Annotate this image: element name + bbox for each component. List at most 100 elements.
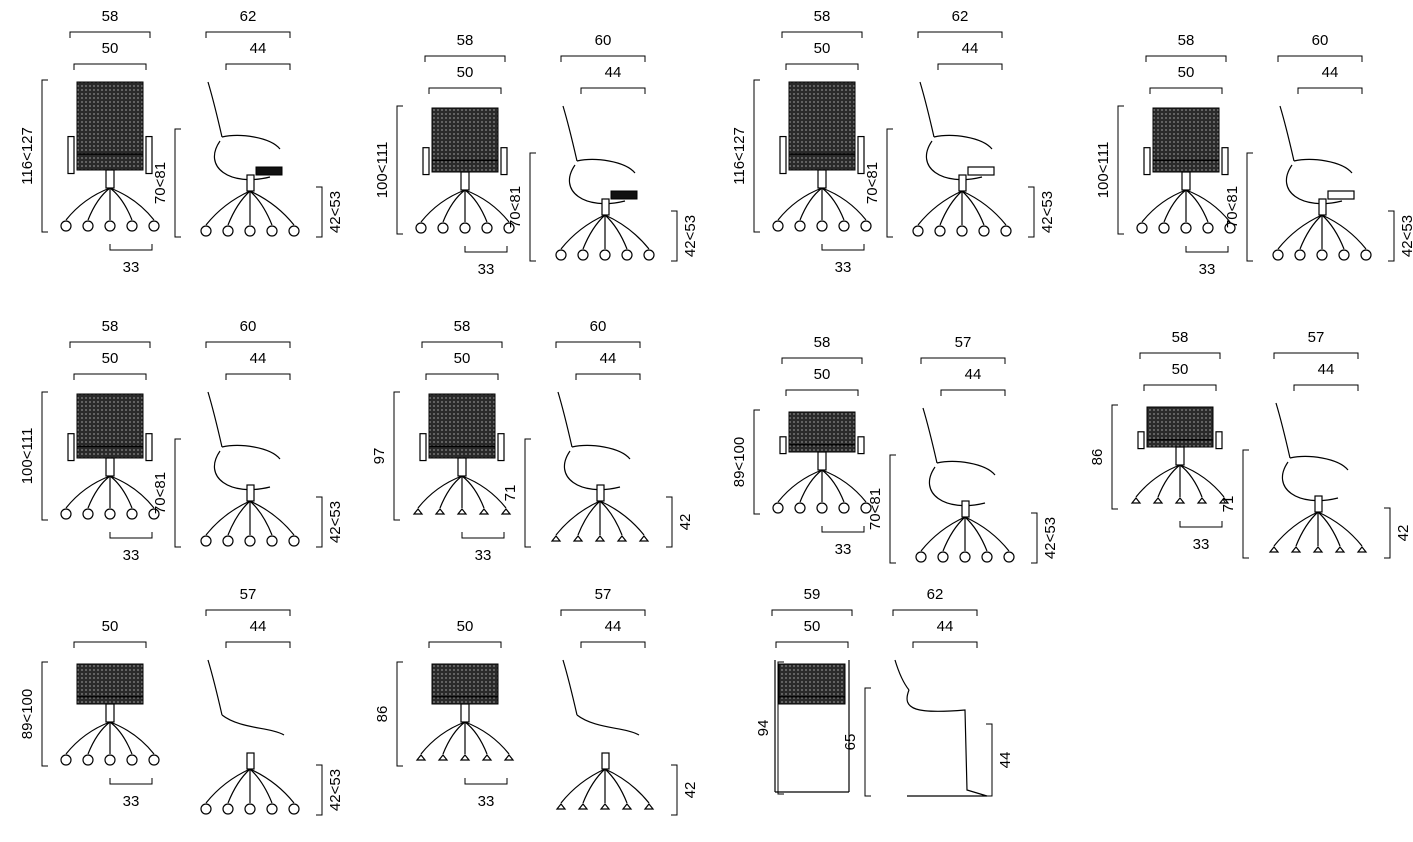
side-depth-inner-dimension-line [226, 642, 290, 648]
side-caster-wheel [960, 552, 970, 562]
front-height-dimension-label: 89<100 [19, 689, 36, 739]
side-caster-wheel [245, 536, 255, 546]
caster-wheel [839, 503, 849, 513]
side-depth-outer-dimension-line [561, 56, 645, 62]
glide-foot [480, 509, 488, 514]
front-width-outer-dimension-label: 58 [1172, 329, 1189, 346]
base-leg [110, 476, 154, 508]
gas-column [1182, 172, 1190, 190]
front-width-outer-dimension-line [422, 342, 502, 348]
side-gas-column [962, 501, 969, 517]
front-width-outer-dimension-label: 58 [1178, 32, 1195, 49]
glide-foot [1198, 498, 1206, 503]
seat-height-dimension-label: 42<53 [327, 501, 344, 543]
side-gas-column [247, 485, 254, 501]
caster-wheel [795, 503, 805, 513]
front-width-inner-dimension-label: 50 [102, 350, 119, 367]
side-glide-foot [1336, 547, 1344, 552]
side-depth-inner-dimension-label: 44 [1322, 64, 1339, 81]
backrest-mesh [1153, 108, 1219, 172]
armrest-left [423, 148, 429, 175]
armrest-height-dimension-label: 70<81 [1224, 186, 1241, 228]
glide-foot [502, 509, 510, 514]
armrest-left [1144, 148, 1150, 175]
glide-foot [436, 509, 444, 514]
side-depth-outer-dimension-line [1278, 56, 1362, 62]
seat-height-dimension-line [316, 497, 322, 547]
front-width-inner-dimension-line [426, 374, 498, 380]
armrest-height-dimension-label: 70<81 [152, 162, 169, 204]
seat-depth-dimension-line [462, 532, 504, 538]
side-caster-wheel [289, 804, 299, 814]
side-glide-foot [552, 536, 560, 541]
side-base-leg [962, 191, 1006, 225]
side-backrest [923, 408, 937, 463]
glide-foot [417, 755, 425, 760]
seat-height-dimension-line [1031, 513, 1037, 563]
side-caster-wheel [938, 552, 948, 562]
armrest-height-dimension-label: 70<81 [507, 186, 524, 228]
side-depth-inner-dimension-line [941, 390, 1005, 396]
front-width-inner-dimension-label: 50 [457, 64, 474, 81]
backrest-mesh [1147, 407, 1213, 447]
front-width-inner-dimension-label: 50 [457, 618, 474, 635]
front-view-8: 58508633 [1089, 329, 1228, 553]
glide-foot [1176, 498, 1184, 503]
seat-height-dimension-line [1388, 211, 1394, 261]
caster-wheel [438, 223, 448, 233]
side-view-10: 574442 [557, 586, 699, 815]
front-height-dimension-line [754, 410, 760, 514]
backrest-mesh [432, 664, 498, 704]
side-base-leg [1274, 512, 1318, 546]
side-gas-column [1315, 496, 1322, 512]
front-width-outer-dimension-label: 58 [814, 334, 831, 351]
side-view-6: 60447142 [502, 318, 694, 547]
front-width-outer-dimension-line [1140, 353, 1220, 359]
front-height-dimension-line [754, 80, 760, 232]
side-depth-inner-dimension-label: 44 [250, 350, 267, 367]
front-view-6: 58509733 [371, 318, 510, 564]
seat-depth-dimension-label: 33 [1193, 536, 1210, 553]
loop-armrest-frame [564, 446, 630, 490]
armrest-right [146, 434, 152, 461]
front-width-outer-dimension-label: 58 [102, 318, 119, 335]
seat-height-dimension-line [1028, 187, 1034, 237]
glide-foot [461, 755, 469, 760]
side-caster-wheel [223, 536, 233, 546]
side-caster-wheel [1004, 552, 1014, 562]
armrest-height-dimension-line [890, 455, 896, 563]
side-depth-outer-dimension-label: 57 [955, 334, 972, 351]
caster-wheel [1181, 223, 1191, 233]
side-view-4: 604470<8142<53 [1224, 32, 1413, 261]
front-width-inner-dimension-label: 50 [1178, 64, 1195, 81]
side-depth-inner-dimension-line [576, 374, 640, 380]
front-height-dimension-label: 86 [1089, 449, 1106, 466]
front-height-dimension-line [394, 392, 400, 520]
armrest-right [858, 437, 864, 454]
side-caster-wheel [223, 226, 233, 236]
front-width-inner-dimension-label: 50 [102, 618, 119, 635]
side-depth-inner-dimension-label: 44 [965, 366, 982, 383]
front-width-outer-dimension-line [1146, 56, 1226, 62]
side-view-3: 624470<8142<53 [864, 8, 1056, 237]
side-gas-column [959, 175, 966, 191]
side-caster-wheel [289, 536, 299, 546]
front-width-outer-dimension-label: 58 [457, 32, 474, 49]
side-depth-outer-dimension-label: 60 [1312, 32, 1329, 49]
side-depth-inner-dimension-label: 44 [605, 618, 622, 635]
side-glide-foot [557, 804, 565, 809]
armrest-height-dimension-label: 65 [842, 734, 859, 751]
loop-armrest-frame [929, 462, 995, 506]
base-leg [66, 722, 110, 754]
armrest-left [68, 137, 74, 174]
side-base-leg [1318, 512, 1362, 546]
side-base-leg [1322, 215, 1366, 249]
front-height-dimension-line [42, 80, 48, 232]
tilt-mechanism [611, 191, 637, 199]
side-caster-wheel [1295, 250, 1305, 260]
caster-wheel [83, 509, 93, 519]
side-depth-inner-dimension-line [226, 374, 290, 380]
seat-depth-dimension-line [1186, 246, 1228, 252]
side-depth-outer-dimension-line [921, 358, 1005, 364]
side-base-leg [921, 517, 965, 551]
